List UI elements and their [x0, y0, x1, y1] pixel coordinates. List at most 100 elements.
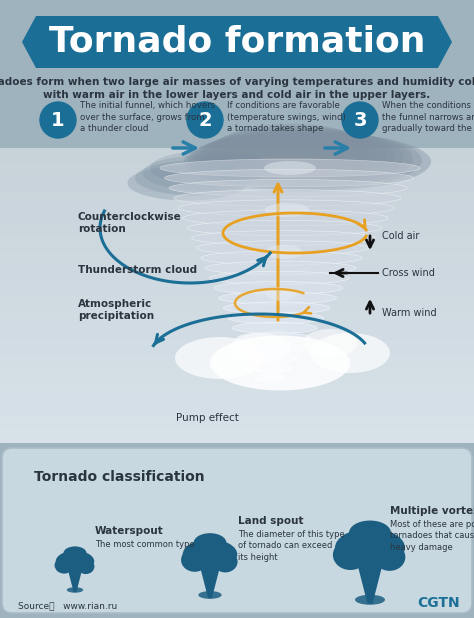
Text: Cross wind: Cross wind [382, 268, 435, 278]
Ellipse shape [255, 373, 285, 383]
Ellipse shape [204, 125, 386, 185]
Ellipse shape [374, 543, 405, 571]
Text: Source：   www.rian.ru: Source： www.rian.ru [18, 601, 117, 610]
Bar [0, 177, 474, 192]
Bar [0, 369, 474, 384]
Ellipse shape [265, 245, 302, 259]
Bar [0, 295, 474, 310]
Ellipse shape [219, 292, 337, 304]
Text: 1: 1 [51, 111, 65, 130]
Ellipse shape [169, 179, 407, 197]
Ellipse shape [349, 520, 391, 545]
Ellipse shape [55, 557, 74, 574]
Circle shape [187, 102, 223, 138]
Text: with warm air in the lower layers and cold air in the upper layers.: with warm air in the lower layers and co… [44, 90, 430, 100]
Ellipse shape [193, 533, 227, 552]
Circle shape [40, 102, 76, 138]
Ellipse shape [181, 548, 209, 572]
Ellipse shape [67, 587, 83, 593]
Ellipse shape [210, 271, 349, 285]
Ellipse shape [250, 363, 292, 373]
Text: Warm wind: Warm wind [382, 308, 437, 318]
Text: 2: 2 [198, 111, 212, 130]
Ellipse shape [64, 546, 87, 560]
Ellipse shape [223, 302, 330, 314]
Polygon shape [22, 16, 452, 68]
Text: Waterspout: Waterspout [95, 526, 164, 536]
Ellipse shape [56, 551, 94, 572]
Text: CGTN: CGTN [418, 596, 460, 610]
Text: If conditions are favorable
(temperature swings, wind)
a tornado takes shape: If conditions are favorable (temperature… [227, 101, 346, 133]
Ellipse shape [192, 129, 413, 189]
Ellipse shape [143, 156, 263, 190]
Ellipse shape [187, 220, 382, 235]
Ellipse shape [264, 161, 316, 175]
Text: The diameter of this type
of tornado can exceed
its height: The diameter of this type of tornado can… [238, 530, 345, 562]
Text: Atmospheric
precipitation: Atmospheric precipitation [78, 298, 154, 321]
Ellipse shape [188, 130, 422, 190]
Ellipse shape [164, 169, 414, 187]
Text: The initial funnel, which hovers
over the surface, grows from
a thunder cloud: The initial funnel, which hovers over th… [80, 101, 215, 133]
Text: Land spout: Land spout [238, 516, 303, 526]
Bar [0, 355, 474, 369]
Ellipse shape [200, 127, 395, 187]
Ellipse shape [228, 312, 324, 324]
Ellipse shape [205, 261, 356, 275]
Ellipse shape [135, 161, 255, 195]
Bar [0, 340, 474, 355]
Text: 3: 3 [353, 111, 367, 130]
Ellipse shape [77, 559, 94, 574]
Bar [0, 252, 474, 266]
Bar [0, 266, 474, 281]
Ellipse shape [182, 540, 237, 569]
Ellipse shape [237, 332, 311, 344]
Ellipse shape [160, 159, 420, 177]
Ellipse shape [241, 343, 304, 353]
Text: When the conditions start to change,
the funnel narrows and starts to rise
gradu: When the conditions start to change, the… [382, 101, 474, 133]
Text: Tornado formation: Tornado formation [49, 25, 425, 59]
Ellipse shape [302, 329, 357, 357]
Ellipse shape [333, 540, 368, 570]
Text: Cold air: Cold air [382, 231, 419, 241]
Ellipse shape [210, 336, 350, 391]
Ellipse shape [355, 595, 385, 605]
Bar [0, 281, 474, 295]
Polygon shape [199, 563, 221, 598]
Bar [0, 148, 474, 443]
Ellipse shape [230, 333, 290, 363]
Ellipse shape [246, 353, 298, 363]
Text: Thunderstorm cloud: Thunderstorm cloud [78, 265, 197, 275]
Ellipse shape [213, 551, 237, 572]
Ellipse shape [335, 528, 405, 567]
Bar [0, 237, 474, 252]
Ellipse shape [175, 337, 265, 379]
Bar [0, 413, 474, 428]
Ellipse shape [266, 287, 296, 301]
Bar [0, 163, 474, 177]
Polygon shape [67, 567, 82, 592]
Text: Multiple vortex: Multiple vortex [390, 506, 474, 516]
Ellipse shape [310, 333, 390, 373]
Ellipse shape [173, 190, 401, 206]
Bar [0, 207, 474, 222]
FancyBboxPatch shape [2, 448, 472, 613]
Ellipse shape [128, 166, 247, 200]
Bar [0, 222, 474, 237]
Ellipse shape [201, 251, 362, 265]
Text: Pump effect: Pump effect [175, 413, 238, 423]
Text: Counterclockwise
rotation: Counterclockwise rotation [78, 211, 182, 234]
Bar [0, 310, 474, 325]
Bar [0, 428, 474, 443]
Circle shape [342, 102, 378, 138]
Text: Tornado classification: Tornado classification [34, 470, 205, 484]
Ellipse shape [196, 241, 369, 255]
Text: The most common type: The most common type [95, 540, 195, 549]
Ellipse shape [264, 203, 310, 217]
Bar [0, 325, 474, 340]
Text: Tornadoes form when two large air masses of varying temperatures and humidity co: Tornadoes form when two large air masses… [0, 77, 474, 87]
Bar [0, 399, 474, 413]
Ellipse shape [196, 128, 404, 188]
Ellipse shape [150, 151, 270, 185]
Ellipse shape [267, 371, 283, 385]
Ellipse shape [191, 231, 375, 245]
